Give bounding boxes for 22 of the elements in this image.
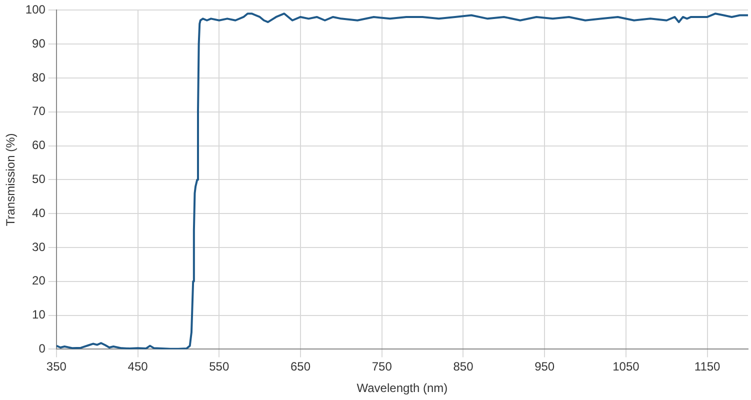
x-tick-label: 450 bbox=[128, 360, 148, 374]
y-axis-title: Transmission (%) bbox=[4, 133, 18, 226]
y-tick-label: 100 bbox=[25, 2, 46, 17]
y-tick-label: 40 bbox=[32, 206, 46, 220]
x-axis-title: Wavelength (nm) bbox=[356, 381, 448, 396]
x-tick-label: 750 bbox=[372, 360, 392, 374]
y-tick-label: 70 bbox=[32, 104, 46, 118]
y-tick-label: 90 bbox=[32, 36, 46, 50]
y-tick-label: 20 bbox=[32, 274, 46, 288]
x-tick-label: 1050 bbox=[612, 360, 640, 374]
y-tick-label: 50 bbox=[32, 172, 46, 186]
y-tick-label: 30 bbox=[32, 240, 46, 254]
x-tick-label: 950 bbox=[534, 360, 555, 374]
x-tick-label: 850 bbox=[453, 360, 474, 374]
x-tick-label: 1150 bbox=[694, 360, 721, 374]
x-tick-label: 650 bbox=[290, 360, 311, 374]
y-tick-label: 0 bbox=[38, 342, 46, 356]
x-tick-label: 550 bbox=[209, 360, 230, 374]
x-tick-label: 350 bbox=[46, 360, 67, 374]
y-tick-label: 10 bbox=[32, 308, 46, 322]
y-tick-label: 60 bbox=[32, 138, 46, 152]
y-tick-label: 80 bbox=[32, 70, 46, 84]
